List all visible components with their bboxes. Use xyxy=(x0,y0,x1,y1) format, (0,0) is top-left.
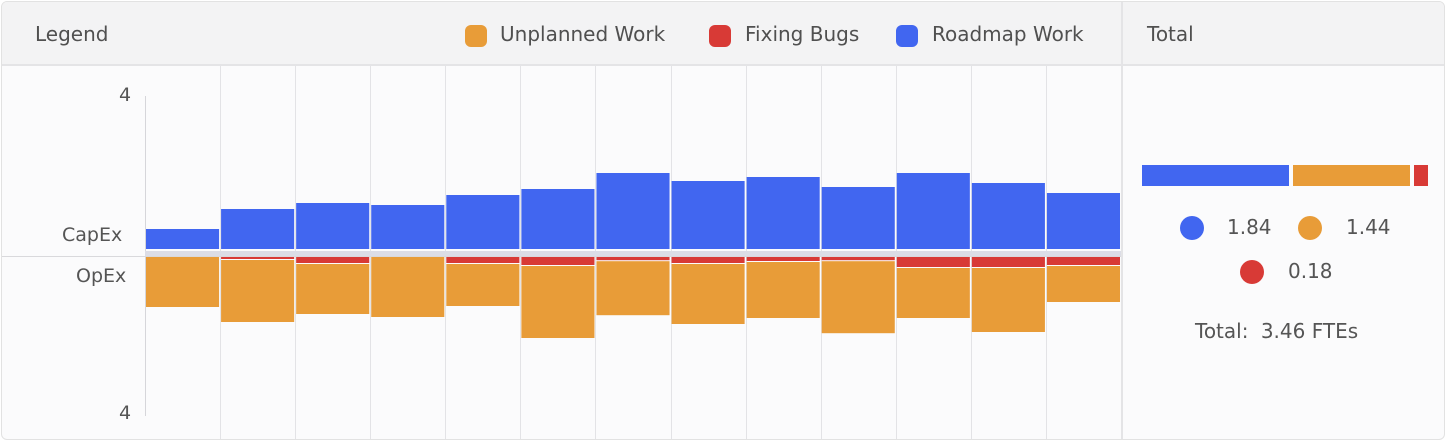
total-title: Total xyxy=(1147,22,1194,46)
bar-unplanned-work xyxy=(896,268,970,318)
bar-fixing-bugs xyxy=(1046,257,1120,265)
bar-unplanned-work xyxy=(446,264,520,306)
total-value: 3.46 FTEs xyxy=(1260,319,1359,343)
roadmap-dot-icon xyxy=(1180,216,1204,240)
legend-label-unplanned[interactable]: Unplanned Work xyxy=(500,22,666,46)
bar-unplanned-work xyxy=(521,266,595,338)
bar-roadmap-work xyxy=(746,177,820,249)
bar-roadmap-work xyxy=(296,203,370,249)
total-summary: Total: 3.46 FTEs xyxy=(1195,319,1358,343)
legend-swatch-roadmap xyxy=(896,25,918,47)
bar-fixing-bugs xyxy=(821,257,895,261)
bar-fixing-bugs xyxy=(596,257,670,261)
bar-roadmap-work xyxy=(521,189,595,249)
bar-roadmap-work xyxy=(1046,193,1120,249)
bar-roadmap-work xyxy=(596,173,670,249)
bar-unplanned-work xyxy=(671,264,745,324)
bar-roadmap-work xyxy=(146,229,220,249)
chart-header: Legend Unplanned Work Fixing Bugs Roadma… xyxy=(2,2,1444,66)
bar-unplanned-work xyxy=(221,260,295,322)
legend-title: Legend xyxy=(35,22,109,46)
legend-label-bugs[interactable]: Fixing Bugs xyxy=(745,22,860,46)
bar-unplanned-work xyxy=(371,257,445,317)
bar-unplanned-work xyxy=(146,257,220,307)
capex-label: CapEx xyxy=(62,224,123,246)
bar-fixing-bugs xyxy=(296,257,370,263)
bar-fixing-bugs xyxy=(446,257,520,263)
total-bar-bugs xyxy=(1414,165,1428,186)
bar-roadmap-work xyxy=(446,195,520,249)
opex-label: OpEx xyxy=(76,265,127,287)
bar-roadmap-work xyxy=(371,205,445,249)
bar-fixing-bugs xyxy=(896,257,970,267)
legend-swatch-bugs xyxy=(709,25,731,47)
total-bar-roadmap xyxy=(1142,165,1289,186)
bar-unplanned-work xyxy=(596,261,670,316)
panel-divider xyxy=(1121,2,1123,439)
bar-unplanned-work xyxy=(746,262,820,318)
legend-label-roadmap[interactable]: Roadmap Work xyxy=(932,22,1084,46)
y-top-tick: 4 xyxy=(119,84,132,106)
unplanned-dot-icon xyxy=(1298,216,1322,240)
legend-swatch-unplanned xyxy=(465,25,487,47)
total-label: Total: xyxy=(1195,319,1249,343)
bar-fixing-bugs xyxy=(221,257,295,259)
total-panel: 1.84 1.44 0.18 Total: 3.46 FTEs xyxy=(1123,66,1444,439)
total-bugs-value: 0.18 xyxy=(1288,259,1333,283)
bar-unplanned-work xyxy=(296,264,370,314)
bar-fixing-bugs xyxy=(521,257,595,265)
y-bottom-tick: 4 xyxy=(119,402,132,424)
bar-fixing-bugs xyxy=(971,257,1045,267)
bar-roadmap-work xyxy=(821,187,895,249)
total-unplanned-value: 1.44 xyxy=(1346,215,1391,239)
bar-roadmap-work xyxy=(971,183,1045,249)
bar-unplanned-work xyxy=(821,261,895,334)
total-roadmap-value: 1.84 xyxy=(1227,215,1272,239)
bar-roadmap-work xyxy=(896,173,970,249)
bar-unplanned-work xyxy=(1046,266,1120,302)
bar-roadmap-work xyxy=(221,209,295,249)
baseline-band xyxy=(145,251,1121,256)
bar-fixing-bugs xyxy=(746,257,820,261)
bar-roadmap-work xyxy=(671,181,745,249)
capex-opex-chart xyxy=(2,66,1121,439)
total-bar-unplanned xyxy=(1293,165,1410,186)
bar-unplanned-work xyxy=(971,268,1045,332)
bar-fixing-bugs xyxy=(671,257,745,263)
bugs-dot-icon xyxy=(1240,260,1264,284)
